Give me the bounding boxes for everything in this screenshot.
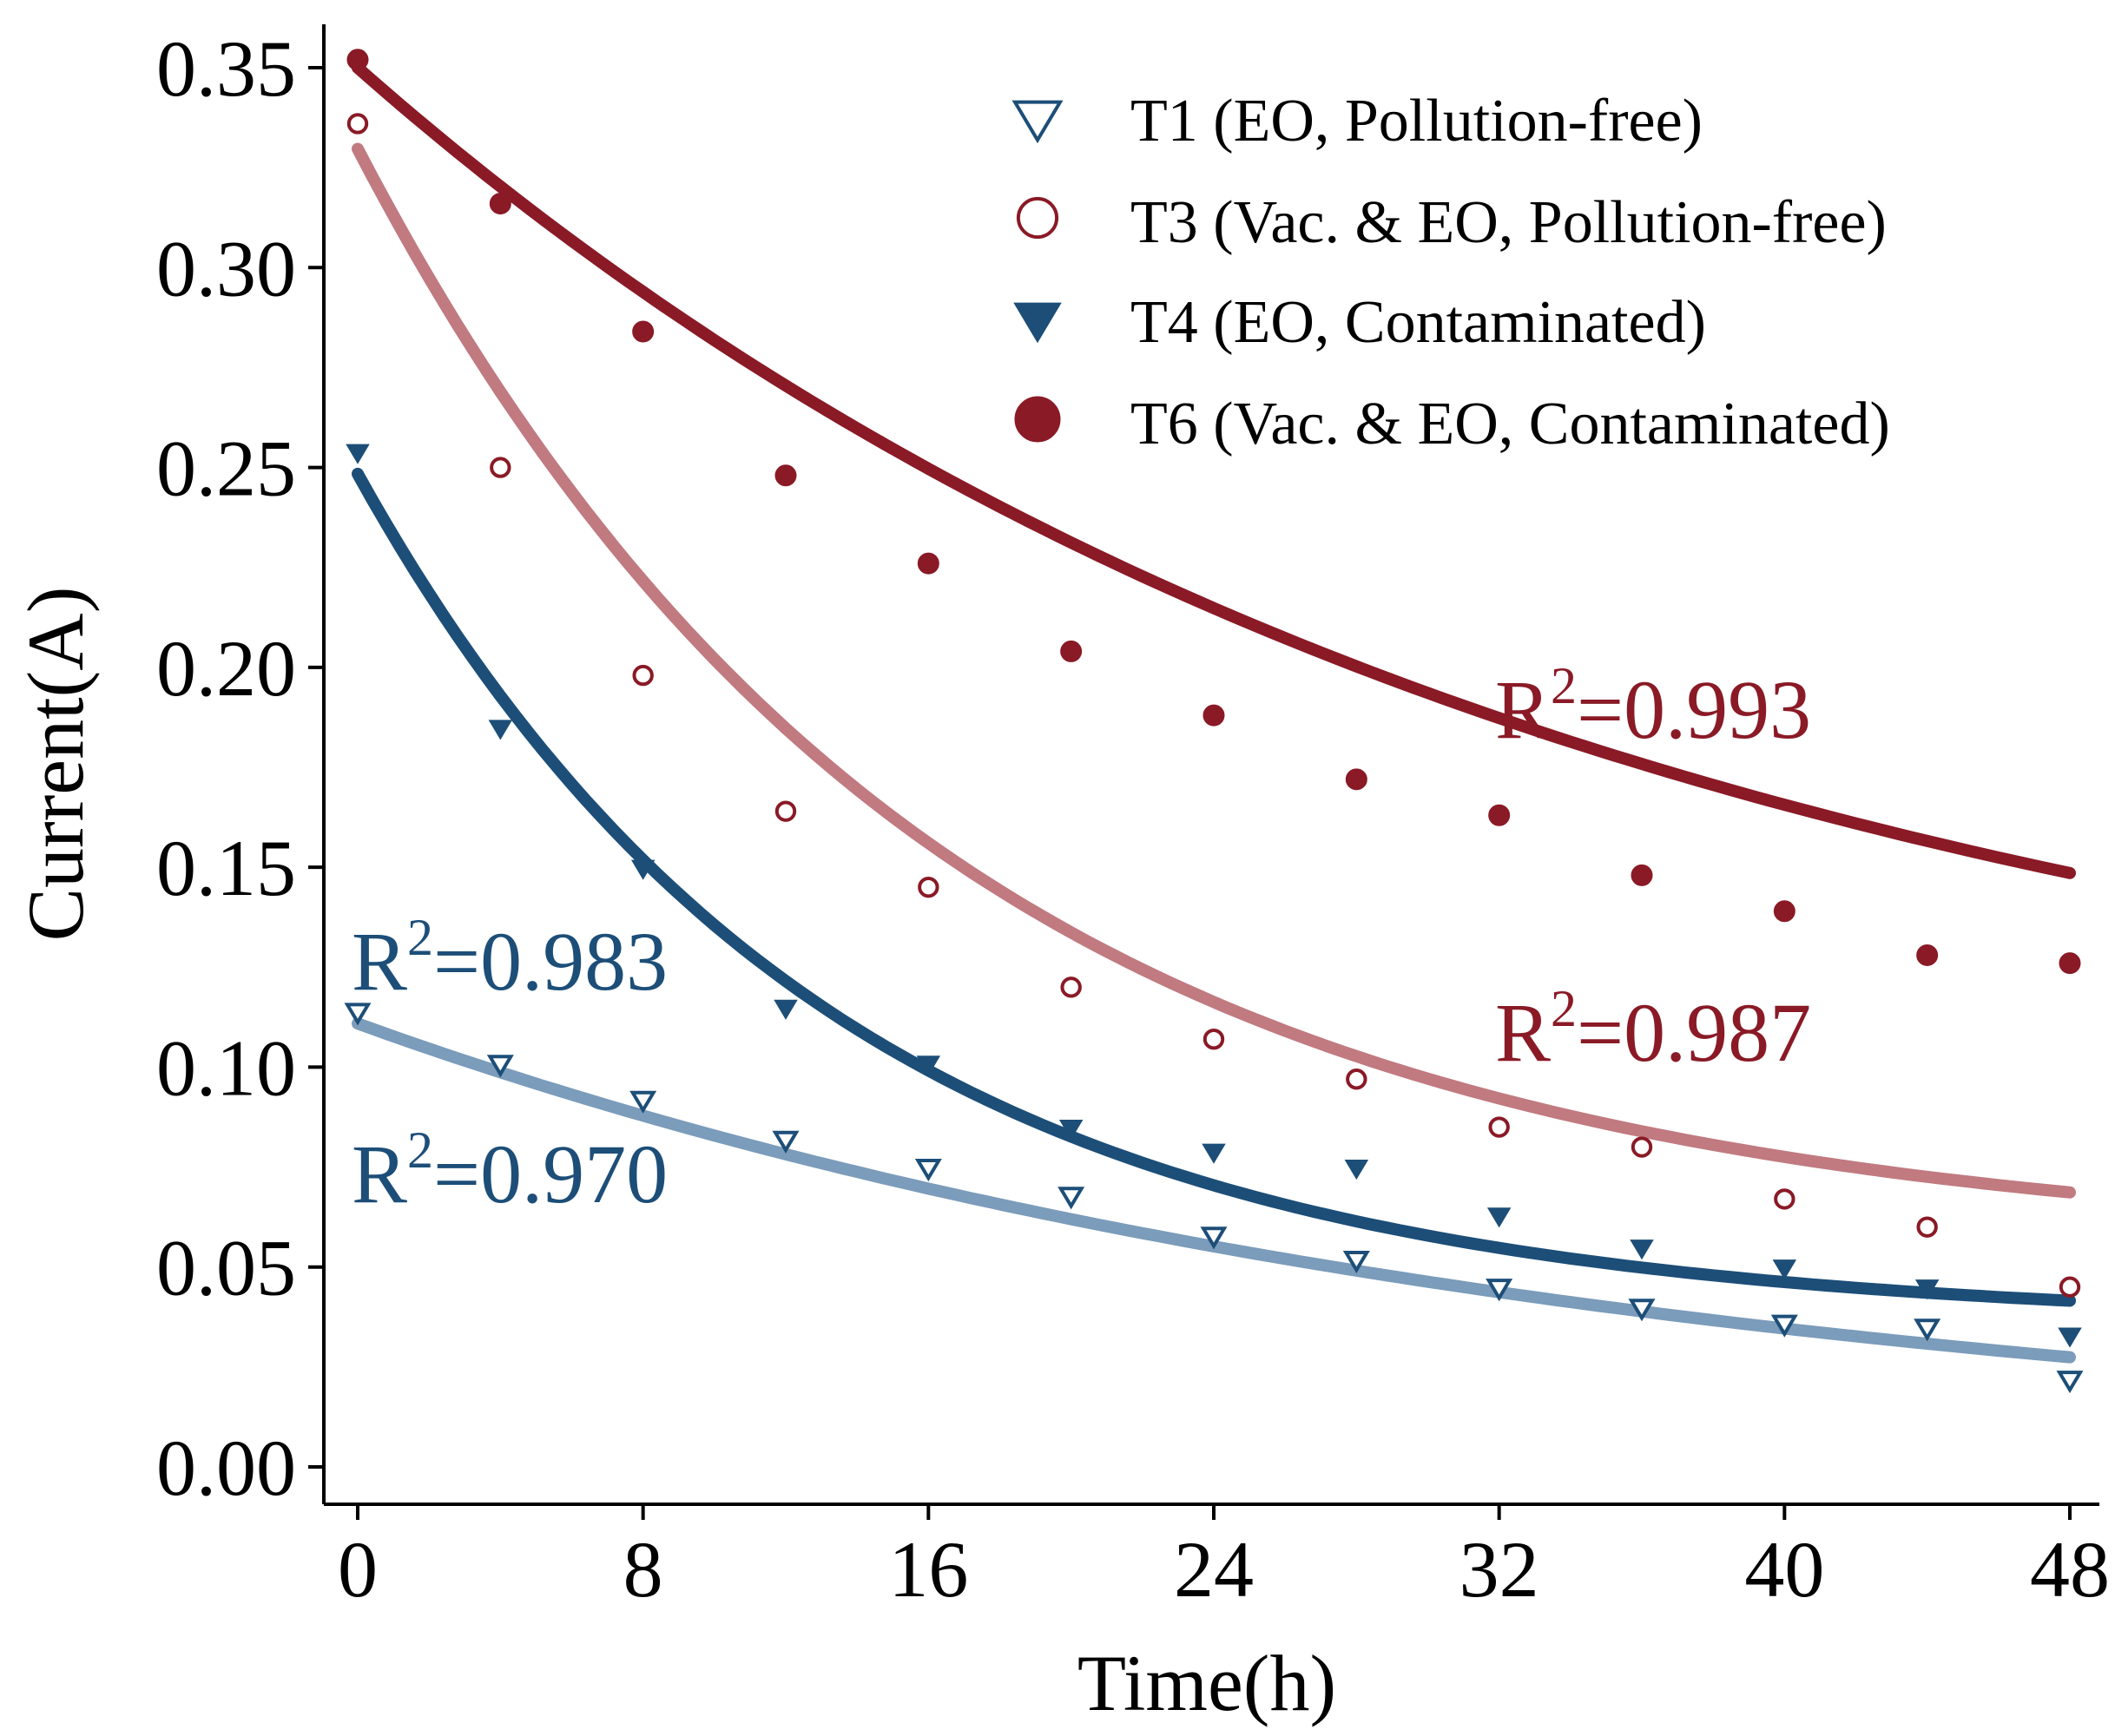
data-point-t1 [914,1159,942,1182]
legend-label-t6: T6 (Vac. & EO, Contaminated) [1130,391,1890,457]
r2-label-t1: R2=0.970 [352,1121,668,1220]
data-point-t4 [2058,1327,2082,1348]
data-point-t6 [917,552,939,575]
data-point-t4 [1058,1119,1084,1141]
r2-labels: R2=0.970 R2=0.987 R2=0.983 R2=0.993 [352,657,1811,1220]
data-point-t6 [1060,640,1083,662]
r2-label-t4: R2=0.983 [352,909,668,1008]
x-tick-label: 8 [623,1525,663,1614]
legend-marker-t6 [1014,396,1061,443]
data-point-t1 [1628,1299,1656,1322]
data-point-t4 [1772,1259,1797,1280]
y-tick-label: 0.15 [156,824,296,912]
data-point-t1 [1342,1250,1370,1274]
data-point-t4 [774,999,798,1020]
axes: 0.00 0.05 0.10 0.15 0.20 0.25 0.30 0.35 0 8 16 24 32… [156,24,2110,1614]
x-axis-label: Time(h) [1077,1639,1336,1727]
data-point-t6 [1202,704,1225,727]
data-point-t6 [2059,952,2081,975]
r2-label-t6: R2=0.993 [1495,657,1811,756]
data-point-t4 [488,720,513,740]
x-tick-label: 48 [2030,1525,2110,1614]
legend-label-t1: T1 (EO, Pollution-free) [1130,88,1703,155]
data-point-t3 [1631,1136,1653,1158]
data-point-t4 [1630,1240,1654,1260]
data-point-t6 [632,320,655,343]
legend-marker-t1 [1011,100,1064,144]
data-point-t6 [1345,768,1367,791]
data-point-t6 [1916,944,1939,966]
legend-marker-t4 [1013,302,1062,344]
legend-label-t4: T4 (EO, Contaminated) [1130,289,1706,356]
fit-curve-t6 [352,62,2076,879]
data-point-t1 [1486,1279,1513,1302]
data-point-t1 [1770,1314,1798,1338]
y-axis-label: Current(A) [11,587,100,942]
data-point-t3 [490,457,511,478]
r2-label-t3: R2=0.987 [1495,980,1811,1079]
data-point-t1 [344,1003,372,1026]
data-point-t3 [1774,1188,1795,1210]
data-point-t3 [346,113,369,135]
data-point-t3 [632,664,654,687]
data-point-t4 [630,859,656,880]
legend: T1 (EO, Pollution-free) T3 (Vac. & EO, Po… [1011,88,1890,457]
data-point-t3 [774,800,797,822]
data-point-t6 [346,49,369,71]
data-point-t6 [1631,864,1653,886]
data-point-t3 [2059,1276,2081,1298]
data-point-t4 [346,444,370,464]
data-points [344,49,2084,1394]
data-point-t3 [1916,1216,1938,1238]
data-point-t3 [1060,976,1082,998]
fit-curve-t3 [352,142,2076,1199]
data-point-t1 [1058,1187,1085,1210]
y-tick-label: 0.35 [156,24,296,113]
y-tick-label: 0.25 [156,424,296,513]
data-point-t1 [486,1055,514,1078]
x-tick-label: 32 [1459,1525,1539,1614]
data-point-t3 [1202,1028,1225,1050]
x-tick-label: 16 [888,1525,968,1614]
legend-label-t3: T3 (Vac. & EO, Pollution-free) [1130,189,1887,256]
data-point-t6 [1773,900,1795,923]
data-point-t1 [772,1130,800,1154]
data-point-t3 [1488,1116,1510,1138]
y-tick-label: 0.30 [156,224,296,312]
data-point-t6 [489,193,511,215]
y-tick-label: 0.10 [156,1023,296,1112]
legend-marker-t3 [1016,196,1059,240]
x-tick-label: 24 [1174,1525,1254,1614]
data-point-t4 [1344,1160,1369,1180]
y-tick-label: 0.05 [156,1224,296,1312]
data-point-t4 [1202,1143,1226,1164]
data-point-t3 [1346,1069,1367,1090]
data-point-t4 [916,1055,941,1076]
x-tick-label: 0 [338,1525,378,1614]
x-tick-label: 40 [1744,1525,1824,1614]
data-point-t3 [918,876,939,898]
y-tick-label: 0.20 [156,624,296,713]
data-point-t1 [2056,1371,2084,1394]
data-point-t4 [1486,1207,1512,1228]
data-point-t6 [1488,804,1511,826]
data-point-t4 [1914,1279,1940,1300]
y-tick-label: 0.00 [156,1424,296,1512]
data-point-t6 [774,464,797,487]
data-point-t1 [629,1090,657,1114]
data-point-t1 [1200,1226,1228,1250]
data-point-t1 [1914,1318,1941,1342]
